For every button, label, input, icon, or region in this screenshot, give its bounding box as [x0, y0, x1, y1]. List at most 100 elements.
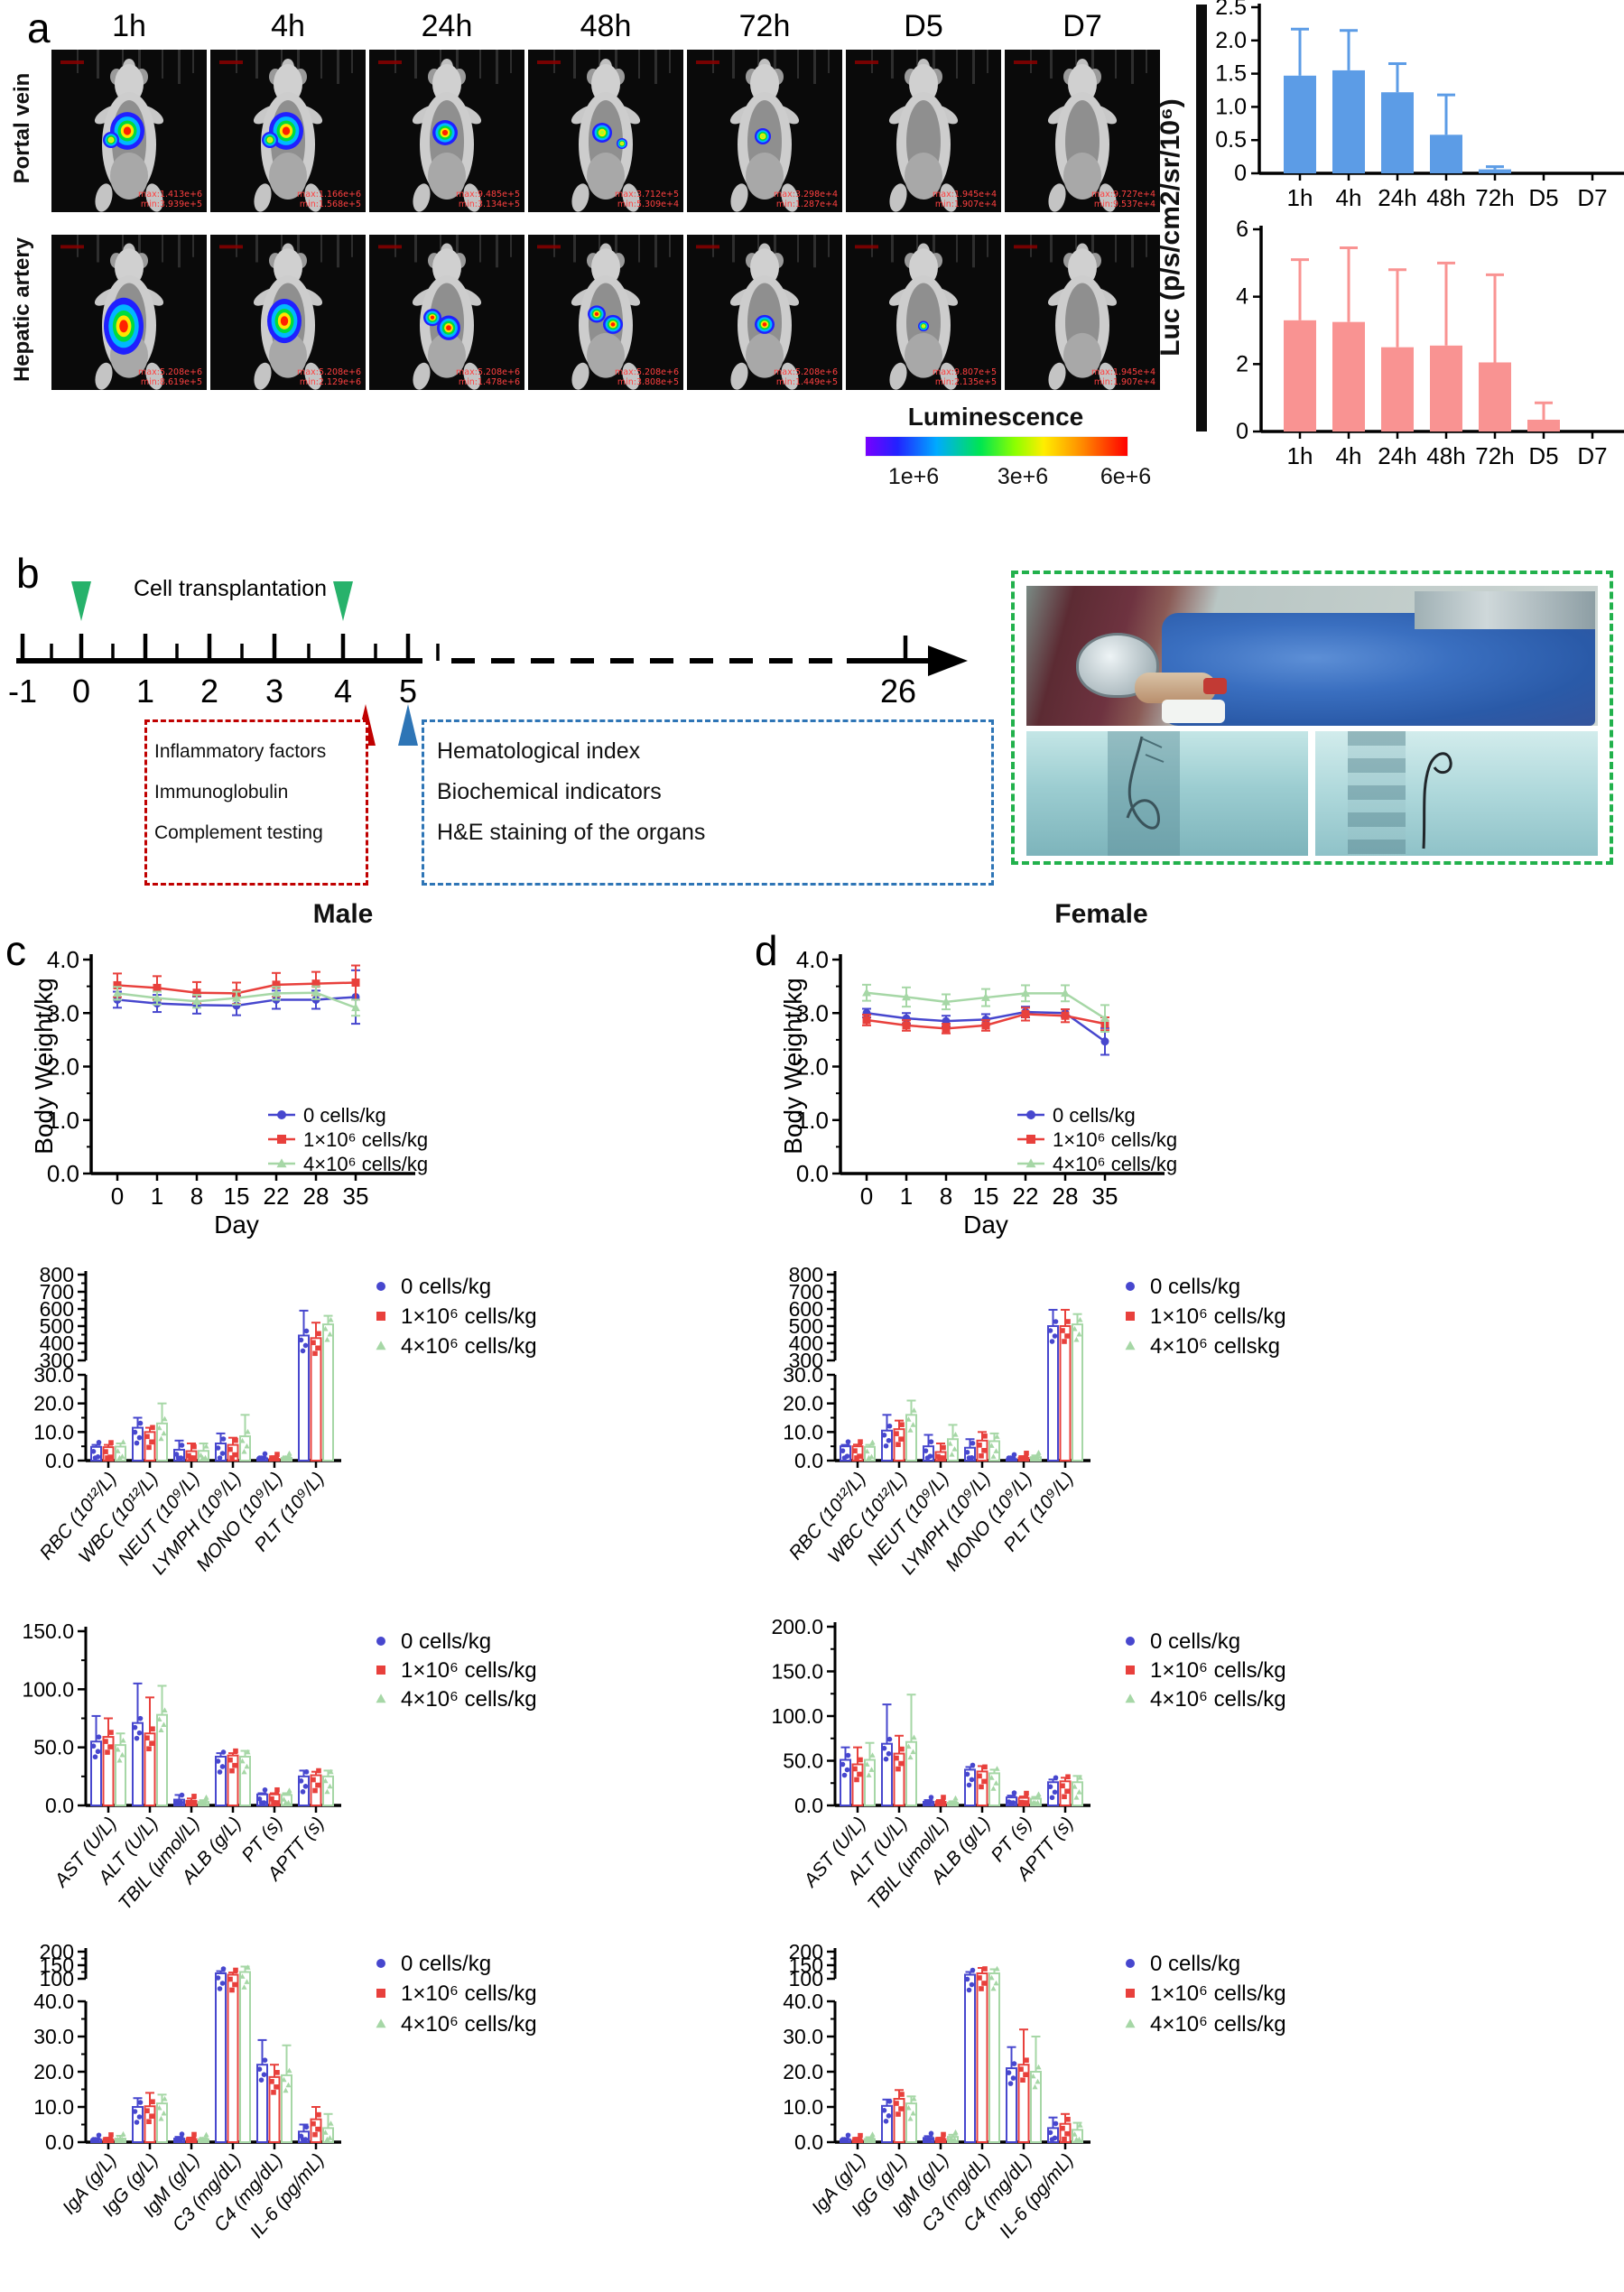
- red-box-line-2: Immunoglobulin: [154, 782, 289, 803]
- svg-text:20.0: 20.0: [783, 1392, 823, 1415]
- row-label-portal-vein: Portal vein: [10, 72, 34, 184]
- svg-text:4×10⁶ cells/kg: 4×10⁶ cells/kg: [401, 1334, 537, 1359]
- tile-max-annotation: max:1.166e+6: [297, 190, 361, 200]
- svg-text:28: 28: [1053, 1183, 1079, 1210]
- svg-text:10.0: 10.0: [783, 2095, 823, 2119]
- tile-min-annotation: min:8.619e+5: [140, 377, 202, 387]
- luc-axis-label: Luc (p/s/cm2/sr/10⁶): [1155, 98, 1185, 357]
- tile-min-annotation: min:1.907e+4: [934, 200, 997, 209]
- svg-text:4×10⁶ cells/kg: 4×10⁶ cells/kg: [401, 1687, 537, 1712]
- timepoint-header-D5: D5: [904, 9, 943, 43]
- svg-text:0.0: 0.0: [794, 2130, 823, 2154]
- svg-text:20.0: 20.0: [33, 1392, 74, 1415]
- svg-text:0: 0: [1236, 419, 1248, 444]
- blue-box-line-1: Hematological index: [437, 738, 641, 764]
- svg-text:30.0: 30.0: [783, 1363, 823, 1387]
- svg-text:Day: Day: [214, 1211, 259, 1239]
- svg-text:1×10⁶ cells/kg: 1×10⁶ cells/kg: [1150, 1304, 1286, 1329]
- tile-min-annotation: min:1.449e+5: [775, 377, 838, 387]
- svg-text:26: 26: [880, 673, 916, 710]
- svg-text:100: 100: [789, 1967, 823, 1990]
- female-hematology-bar-chart: 0.0 10.0 20.0 30.0 300 400 500 600 700 8…: [783, 1264, 1286, 1579]
- svg-text:500: 500: [789, 1314, 823, 1338]
- svg-text:0.0: 0.0: [47, 1160, 79, 1187]
- svg-text:4×10⁶ cells/kg: 4×10⁶ cells/kg: [1150, 2012, 1286, 2037]
- svg-text:0.5: 0.5: [1215, 127, 1247, 153]
- svg-text:30.0: 30.0: [783, 2025, 823, 2048]
- svg-text:10.0: 10.0: [33, 2095, 74, 2119]
- svg-text:15: 15: [973, 1183, 999, 1210]
- svg-text:10.0: 10.0: [33, 1420, 74, 1443]
- tile-min-annotation: min:3.134e+5: [458, 200, 520, 209]
- tile-max-annotation: max:5.208e+6: [456, 367, 520, 377]
- svg-text:0 cells/kg: 0 cells/kg: [401, 1952, 491, 1976]
- mouse-tile-hepatic-D5: max:9.807e+5 min:2.135e+5: [846, 235, 1001, 390]
- svg-text:35: 35: [343, 1183, 369, 1210]
- mouse-tile-hepatic-48h: max:5.208e+6 min:3.808e+5: [528, 235, 683, 390]
- svg-text:150.0: 150.0: [22, 1619, 74, 1643]
- svg-text:22: 22: [1013, 1183, 1039, 1210]
- svg-text:28: 28: [303, 1183, 329, 1210]
- svg-text:600: 600: [789, 1297, 823, 1321]
- svg-text:0: 0: [860, 1183, 873, 1210]
- mouse-tile-hepatic-4h: max:5.208e+6 min:2.129e+6: [210, 235, 366, 390]
- male-hematology-bar-chart: 0.0 10.0 20.0 30.0 300 400 500 600 700 8…: [33, 1264, 537, 1579]
- inflammatory-testing-box: Inflammatory factors Immunoglobulin Comp…: [144, 719, 368, 886]
- svg-text:20.0: 20.0: [783, 2060, 823, 2083]
- male-bodyweight-line-chart: Body Weight/kg 0.0 1.0 2.0 3.0 4.0 0 1 8…: [30, 946, 428, 1239]
- tile-min-annotation: min:3.808e+5: [617, 377, 679, 387]
- tile-min-annotation: min:1.478e+6: [458, 377, 520, 387]
- svg-text:30.0: 30.0: [33, 1363, 74, 1387]
- luminescence-title: Luminescence: [907, 403, 1084, 431]
- female-biochemistry-bar-chart: 0.0 50.0 100.0 150.0 200.0 AST (U/L) ALT…: [771, 1616, 1286, 1914]
- svg-text:30.0: 30.0: [33, 2025, 74, 2048]
- procedure-photos-box: [1011, 571, 1613, 865]
- svg-text:2: 2: [1236, 351, 1248, 376]
- svg-text:2: 2: [200, 673, 218, 710]
- tile-min-annotation: min:1.568e+5: [299, 200, 361, 209]
- svg-text:4h: 4h: [1336, 442, 1362, 469]
- svg-text:1×10⁶ cells/kg: 1×10⁶ cells/kg: [401, 1304, 537, 1329]
- mouse-tile-hepatic-24h: max:5.208e+6 min:1.478e+6: [369, 235, 524, 390]
- svg-text:0.0: 0.0: [794, 1449, 823, 1472]
- svg-text:D5: D5: [1528, 442, 1558, 469]
- svg-text:0: 0: [111, 1183, 124, 1210]
- white-gauze: [1162, 700, 1225, 723]
- svg-text:15: 15: [224, 1183, 250, 1210]
- svg-text:72h: 72h: [1475, 184, 1514, 211]
- tile-min-annotation: min:1.287e+4: [775, 200, 838, 209]
- svg-text:1: 1: [900, 1183, 913, 1210]
- panel-a-divider-bar: [1196, 5, 1207, 431]
- cell-transplantation-title: Cell transplantation: [134, 576, 328, 601]
- tile-min-annotation: min:3.939e+5: [140, 200, 202, 209]
- svg-text:0 cells/kg: 0 cells/kg: [401, 1275, 491, 1299]
- svg-text:200: 200: [789, 1941, 823, 1963]
- svg-text:0.0: 0.0: [794, 1794, 823, 1817]
- svg-text:8: 8: [190, 1183, 203, 1210]
- svg-text:72h: 72h: [1475, 442, 1514, 469]
- blue-box-line-2: Biochemical indicators: [437, 779, 662, 804]
- mouse-tile-portal-1h: max:1.413e+6 min:3.939e+5: [51, 50, 207, 212]
- svg-text:4×10⁶ cells/kg: 4×10⁶ cells/kg: [1150, 1687, 1286, 1712]
- svg-text:4.0: 4.0: [796, 946, 829, 973]
- tile-max-annotation: max:3.712e+5: [615, 190, 679, 200]
- svg-text:200.0: 200.0: [771, 1616, 823, 1638]
- mouse-tile-portal-72h: max:3.298e+4 min:1.287e+4: [687, 50, 842, 212]
- panel-c-label: c: [5, 927, 26, 974]
- svg-text:400: 400: [789, 1332, 823, 1355]
- tile-min-annotation: min:2.129e+6: [299, 377, 361, 387]
- mouse-tile-hepatic-D7: max:1.945e+4 min:1.907e+4: [1005, 235, 1160, 390]
- svg-text:4.0: 4.0: [47, 946, 79, 973]
- svg-text:100: 100: [40, 1967, 74, 1990]
- mouse-tile-portal-24h: max:9.485e+5 min:3.134e+5: [369, 50, 524, 212]
- female-immunology-bar-chart: 0.0 10.0 20.0 30.0 40.0 100 150 200 IgA …: [783, 1941, 1286, 2242]
- svg-text:0 cells/kg: 0 cells/kg: [401, 1629, 491, 1654]
- panel-a-label: a: [27, 5, 51, 51]
- svg-text:4h: 4h: [1336, 184, 1362, 211]
- svg-text:0.0: 0.0: [45, 2130, 74, 2154]
- luminescence-scale-max: 6e+6: [1100, 464, 1152, 489]
- svg-text:20.0: 20.0: [33, 2060, 74, 2083]
- svg-text:400: 400: [40, 1332, 74, 1355]
- timepoint-header-D7: D7: [1063, 9, 1102, 43]
- svg-text:100.0: 100.0: [22, 1677, 74, 1701]
